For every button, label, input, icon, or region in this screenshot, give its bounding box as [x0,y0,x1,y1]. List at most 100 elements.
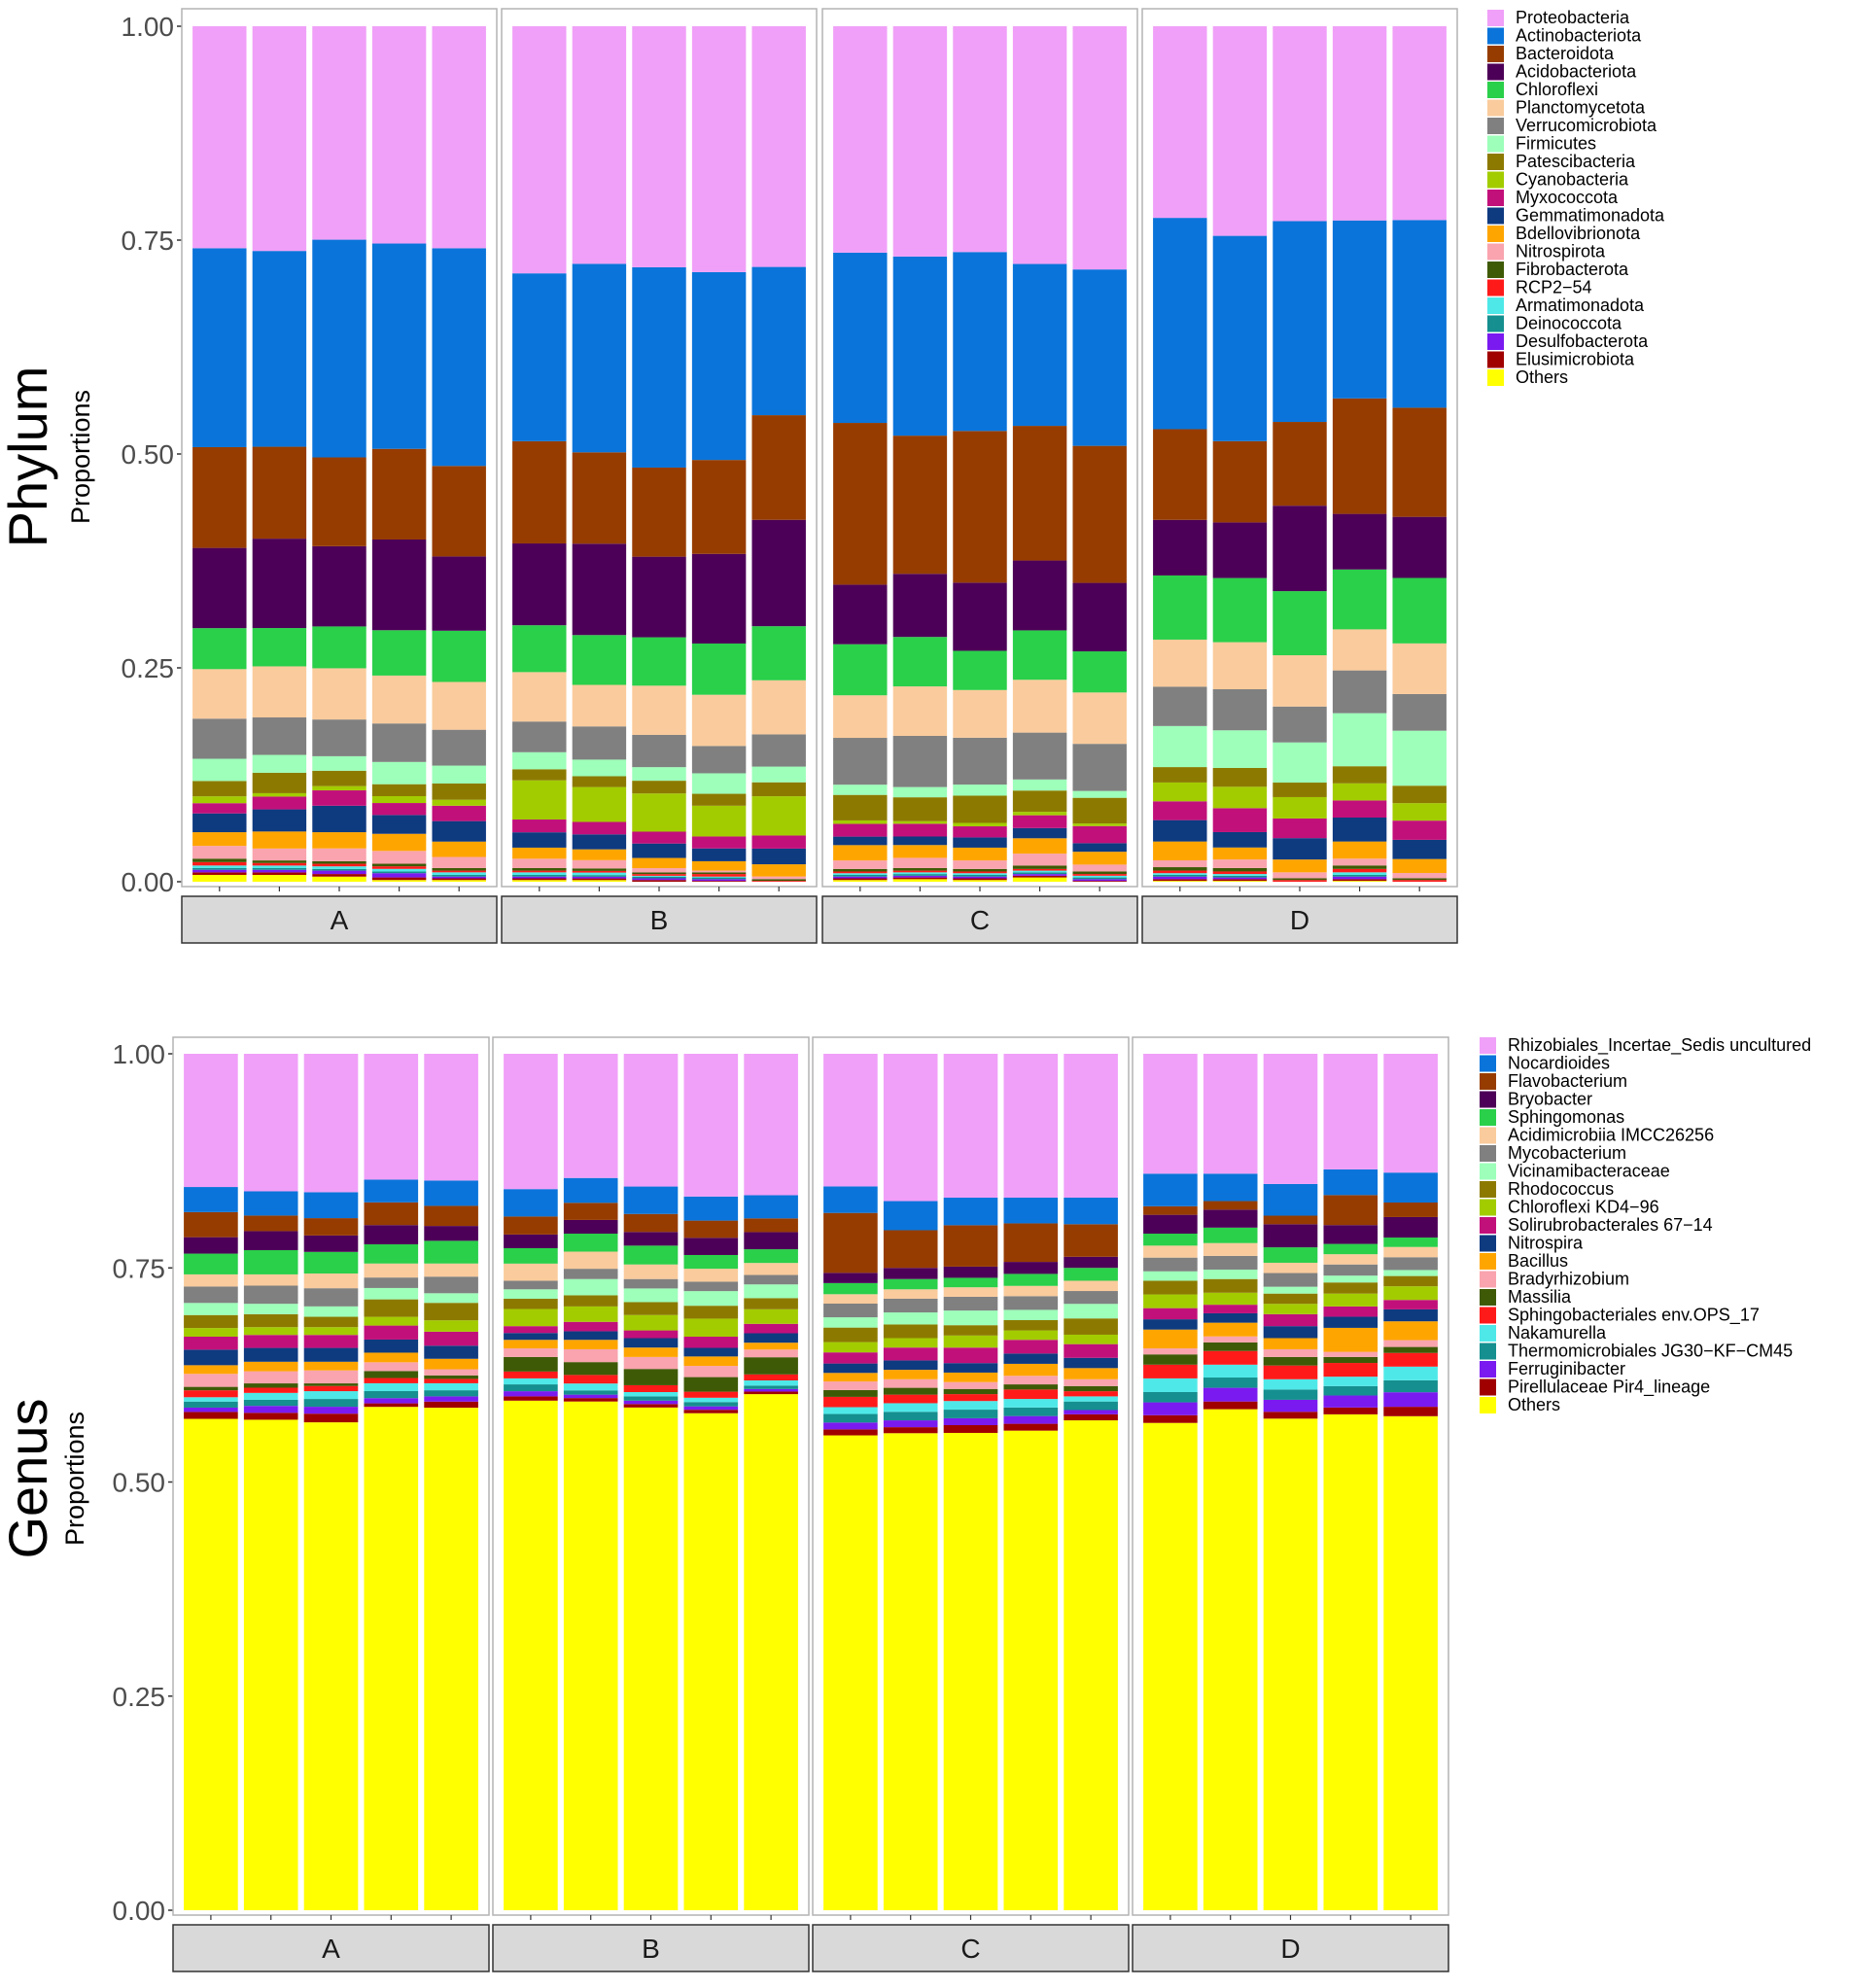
genus-segment-sphingobacteriales-env-ops-17 [563,1375,618,1384]
phylum-segment-acidobacteriota [1392,516,1447,578]
phylum-segment-rcp2-54 [751,881,806,882]
phylum-strip-d [1141,895,1458,944]
legend-label: Others [1508,1395,1560,1414]
phylum-segment-nitrospirota [572,859,627,869]
phylum-segment-fibrobacterota [691,872,747,875]
phylum-segment-chloroflexi [572,635,627,685]
phylum-segment-proteobacteria [833,26,888,253]
legend-label: Massilia [1508,1287,1572,1307]
legend-swatch [1487,99,1504,117]
genus-segment-nitrospira [1143,1319,1198,1330]
genus-segment-thermomicrobiales-jg30-kf-cm45 [683,1402,739,1407]
phylum-panel-d: D [1141,8,1458,944]
legend-swatch [1487,351,1504,368]
genus-segment-rhodococcus [1323,1282,1378,1294]
genus-segment-nocardioides [504,1189,558,1217]
legend-item: Rhodococcus [1480,1179,1614,1199]
phylum-segment-others [371,880,427,882]
phylum-segment-verrucomicrobiota [953,737,1007,785]
phylum-segment-desulfobacterota [512,876,567,879]
genus-segment-acidimicrobiia-imcc26256 [883,1289,938,1299]
phylum-y-tick-label: 0.00 [122,867,175,897]
genus-segment-rhodococcus [1383,1275,1438,1287]
phylum-chart: Phylum Proportions 0.00 0.25 0.50 0.75 1.00 A B C… [0,8,1665,944]
phylum-segment-gemmatimonadota [192,813,247,833]
legend-item: Verrucomicrobiota [1487,116,1657,135]
phylum-segment-proteobacteria [892,26,948,257]
phylum-segment-planctomycetota [691,694,747,747]
genus-segment-nakamurella [744,1379,798,1386]
phylum-segment-gemmatimonadota [833,836,888,846]
phylum-bar-d-5 [1392,26,1447,882]
phylum-segment-verrucomicrobiota [833,738,888,785]
genus-segment-rhodococcus [943,1325,998,1336]
phylum-segment-chloroflexi [892,637,948,687]
genus-segment-flavobacterium [1064,1224,1118,1257]
genus-segment-bacillus [303,1361,359,1371]
genus-segment-others [943,1432,998,1910]
legend-label: Nakamurella [1508,1323,1607,1343]
genus-segment-sphingobacteriales-env-ops-17 [1203,1350,1258,1365]
genus-segment-others [1323,1413,1378,1910]
genus-segment-bradyrhizobium [883,1378,938,1388]
genus-segment-bradyrhizobium [623,1356,679,1370]
phylum-segment-elusimicrobiota [1332,879,1387,882]
genus-segment-chloroflexi-kd4-96 [883,1338,938,1348]
genus-segment-bradyrhizobium [243,1371,298,1384]
phylum-segment-chloroflexi [632,637,686,686]
phylum-segment-planctomycetota [632,685,686,735]
genus-segment-solirubrobacterales-67-14 [943,1347,998,1364]
phylum-segment-desulfobacterota [371,873,427,878]
phylum-segment-myxococcota [432,805,486,821]
legend-swatch [1487,315,1504,332]
genus-segment-nakamurella [1383,1366,1438,1380]
phylum-segment-rcp2-54 [1273,880,1327,882]
phylum-segment-planctomycetota [1212,642,1268,689]
phylum-segment-deinococcota [192,867,247,870]
phylum-segment-firmicutes [1392,730,1447,786]
genus-segment-rhizobiales-incertae-sedis-uncultured [1143,1054,1198,1174]
phylum-segment-armatimonadota [833,873,888,875]
genus-bar-a-2 [243,1054,298,1910]
genus-segment-rhodococcus [243,1313,298,1328]
phylum-bar-a-5 [432,26,486,882]
legend-label: Nocardioides [1508,1054,1610,1073]
legend-swatch [1487,46,1504,62]
phylum-segment-myxococcota [371,803,427,816]
phylum-segment-others [432,880,486,882]
legend-label: Chloroflexi KD4−96 [1508,1198,1659,1217]
phylum-segment-cyanobacteria [192,796,247,804]
genus-segment-solirubrobacterales-67-14 [1064,1343,1118,1358]
genus-segment-flavobacterium [1383,1202,1438,1217]
phylum-segment-planctomycetota [192,669,247,719]
genus-segment-rhizobiales-incertae-sedis-uncultured [1263,1054,1318,1184]
phylum-segment-deinococcota [371,871,427,874]
genus-segment-nitrospira [1383,1308,1438,1322]
genus-segment-pirellulaceae-pir4-lineage [1323,1407,1378,1414]
genus-segment-sphingobacteriales-env-ops-17 [744,1374,798,1380]
genus-segment-flavobacterium [364,1202,419,1226]
genus-segment-acidimicrobiia-imcc26256 [1143,1245,1198,1258]
genus-segment-flavobacterium [1263,1215,1318,1225]
genus-segment-nakamurella [504,1378,558,1385]
phylum-panel-c: C [821,8,1138,944]
legend-swatch [1480,1289,1496,1306]
legend-item: Mycobacterium [1480,1143,1626,1163]
phylum-segment-fibrobacterota [572,868,627,871]
phylum-segment-bdellovibrionota [953,847,1007,861]
genus-panel-a: A [172,1036,490,1972]
genus-segment-nakamurella [364,1382,419,1392]
genus-segment-bacillus [1003,1363,1059,1377]
phylum-segment-bdellovibrionota [512,847,567,859]
legend-item: Thermomicrobiales JG30−KF−CM45 [1480,1342,1793,1361]
genus-segment-rhizobiales-incertae-sedis-uncultured [623,1054,679,1187]
genus-segment-mycobacterium [1323,1264,1378,1276]
phylum-segment-verrucomicrobiota [1012,732,1067,780]
genus-segment-solirubrobacterales-67-14 [1263,1313,1318,1327]
phylum-segment-myxococcota [1332,800,1387,818]
genus-segment-vicinamibacteraceae [1263,1286,1318,1294]
genus-segment-acidimicrobiia-imcc26256 [303,1273,359,1289]
genus-segment-mycobacterium [1203,1255,1258,1271]
legend-label: Gemmatimonadota [1516,206,1665,226]
phylum-segment-proteobacteria [953,26,1007,253]
